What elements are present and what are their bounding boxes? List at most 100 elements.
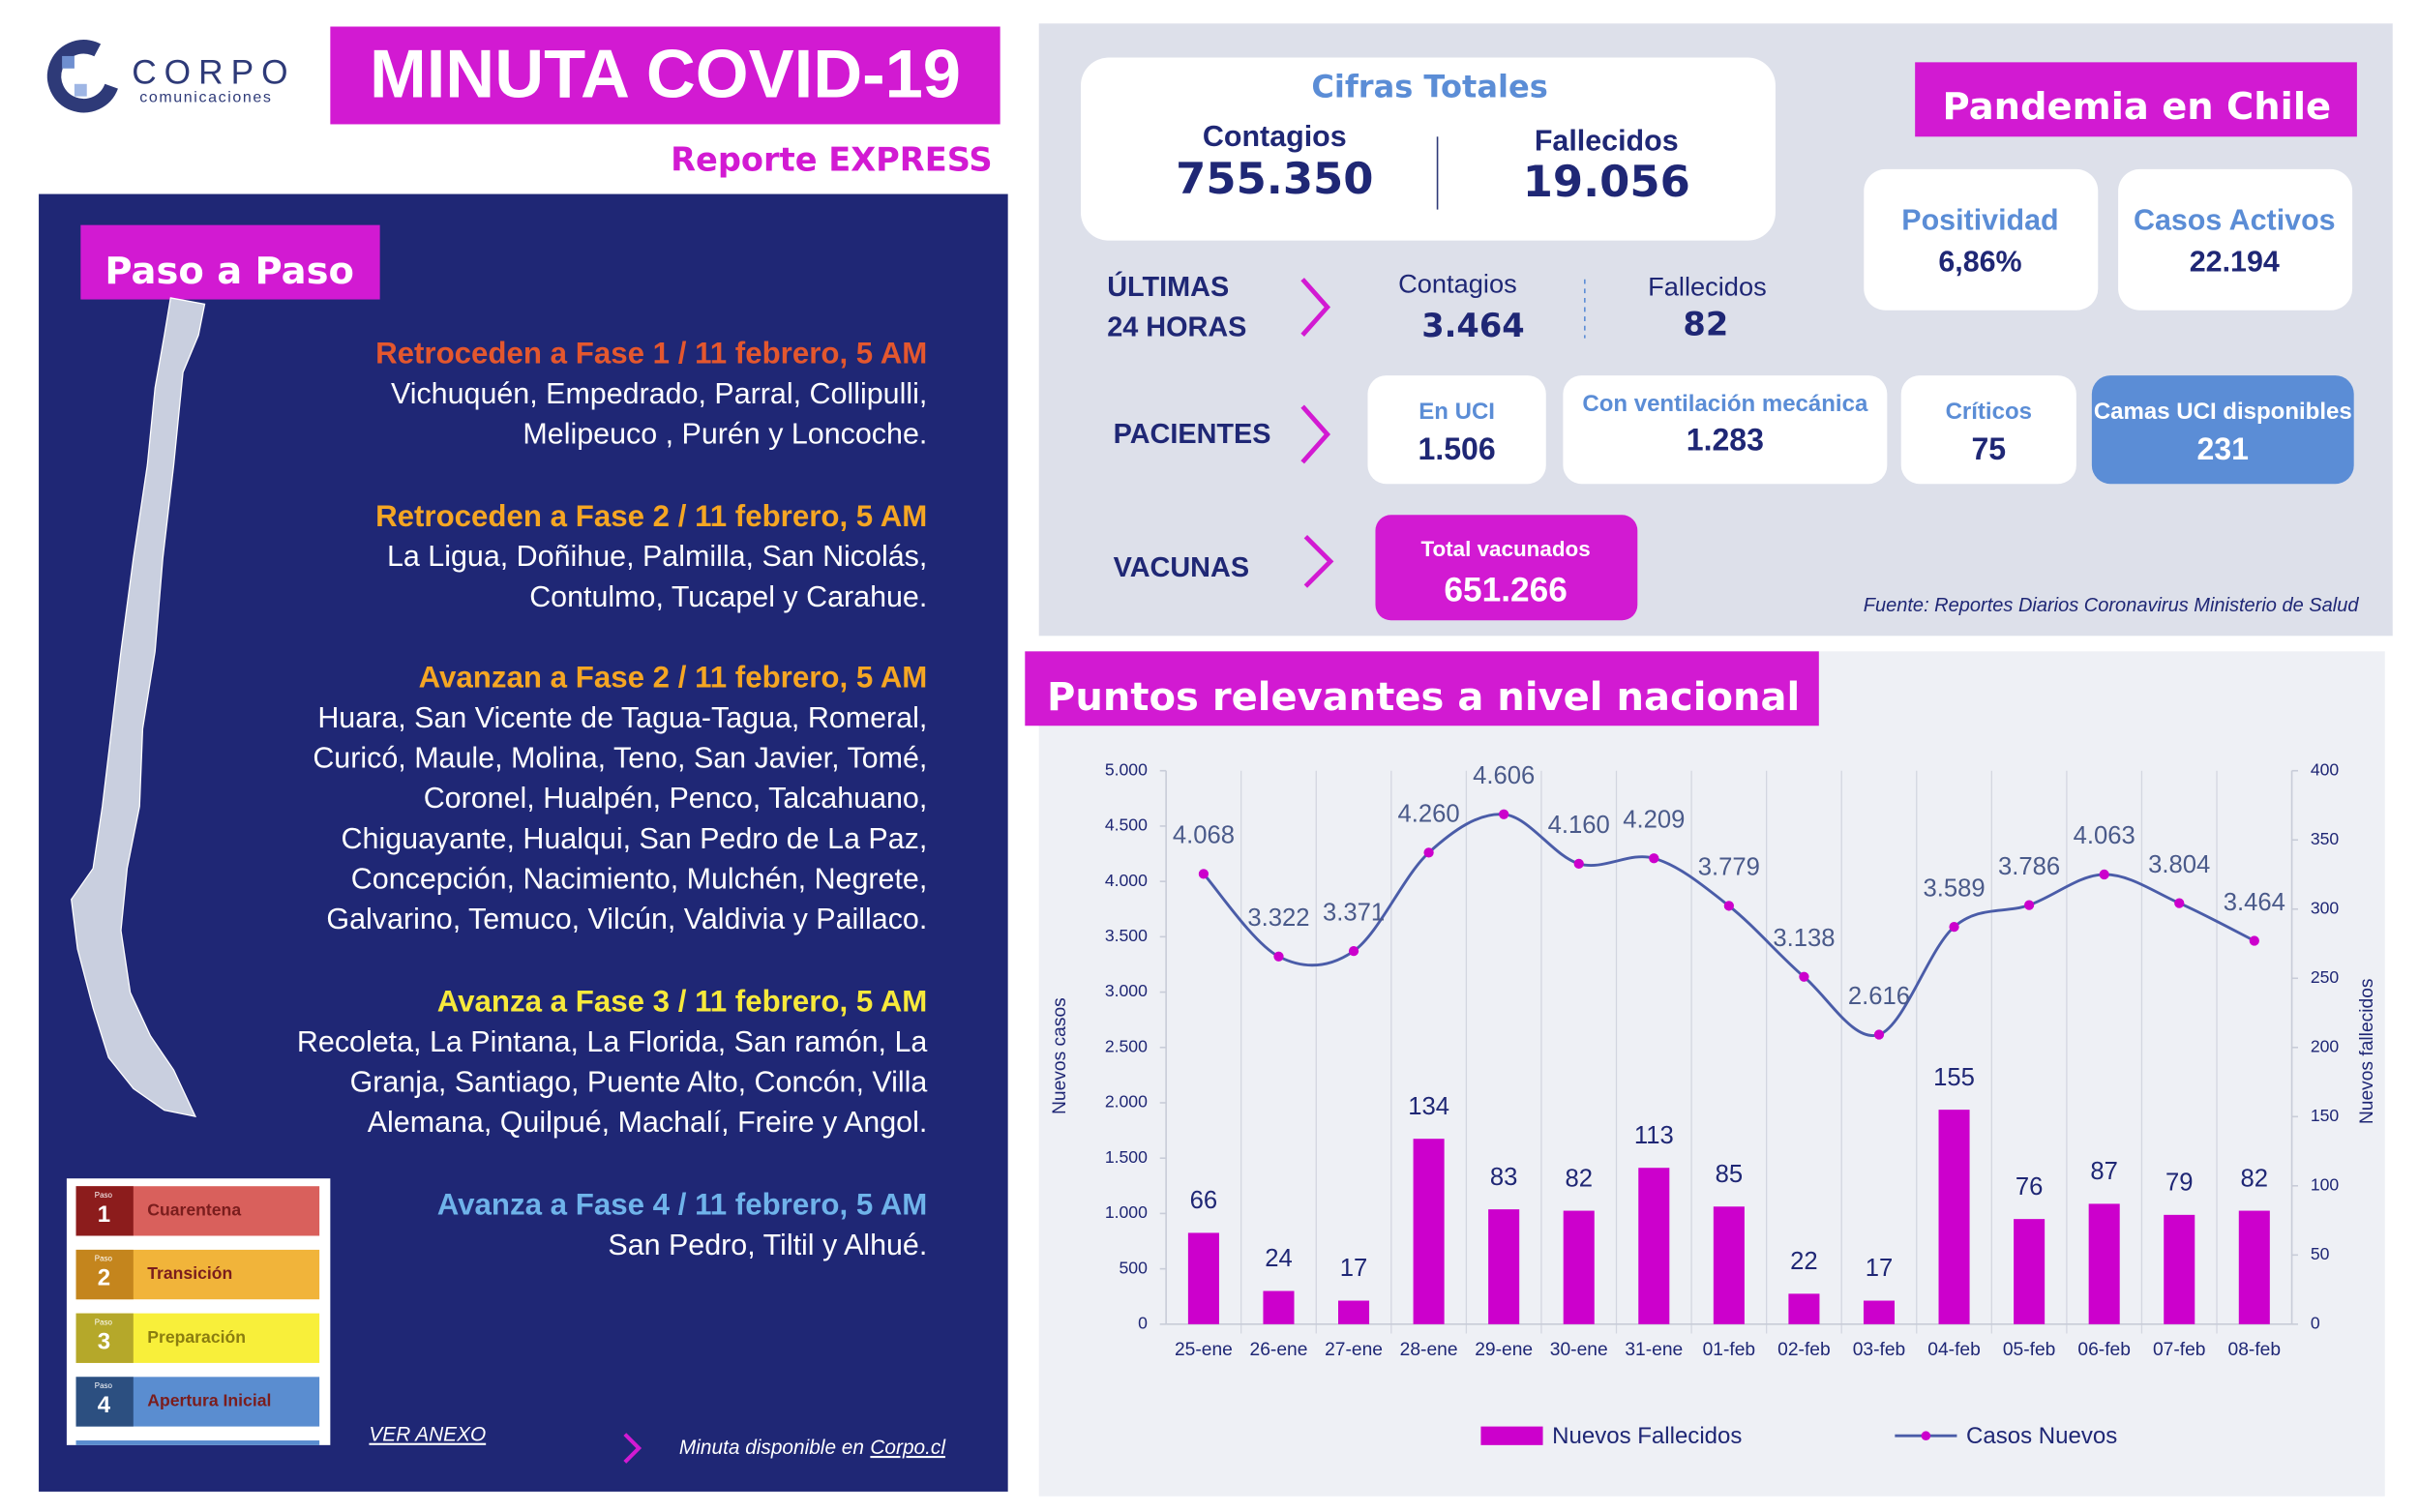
- chevron: [623, 1433, 642, 1464]
- y-tick-label: 500: [1120, 1258, 1149, 1277]
- section-line: Chiguayante, Hualqui, San Pedro de La Pa…: [342, 822, 928, 855]
- line-label: 3.804: [2148, 851, 2210, 878]
- section-heading: Avanza a Fase 3 / 11 febrero, 5 AM: [437, 984, 928, 1018]
- phase-number: 1: [98, 1201, 110, 1228]
- title-box: [330, 26, 1000, 125]
- totals-card: [1080, 57, 1776, 241]
- phase-number-box: [75, 1249, 134, 1300]
- phase-row-cut: [75, 1440, 320, 1445]
- logo-tagline: comunicaciones: [139, 88, 272, 105]
- section-heading: Retroceden a Fase 2 / 11 febrero, 5 AM: [375, 499, 927, 533]
- logo-block: [62, 55, 75, 69]
- bar: [1713, 1206, 1745, 1324]
- last24-deaths-value: 82: [1683, 305, 1728, 342]
- phase-step-word: Paso: [95, 1318, 113, 1326]
- bar: [1413, 1139, 1445, 1324]
- section-line: Granja, Santiago, Puente Alto, Concón, V…: [350, 1065, 928, 1098]
- x-tick-label: 08-feb: [2228, 1340, 2282, 1360]
- line-point: [1423, 847, 1434, 858]
- last24-cases-label: Contagios: [1398, 268, 1517, 298]
- line-label: 4.160: [1548, 812, 1610, 839]
- bar-label: 134: [1408, 1093, 1449, 1120]
- line-label: 3.464: [2224, 889, 2285, 916]
- last24-label: ÚLTIMAS: [1107, 270, 1229, 303]
- line-label: 3.779: [1698, 854, 1760, 881]
- y-tick-label: 3.000: [1105, 981, 1148, 1000]
- bar: [1488, 1209, 1520, 1324]
- availability-link[interactable]: Corpo.cl: [870, 1437, 946, 1459]
- phase-number: 2: [98, 1265, 110, 1291]
- phase-label: Apertura Inicial: [147, 1391, 271, 1410]
- chile-map: [71, 297, 206, 1117]
- patient-card: [2091, 375, 2354, 485]
- y2-tick-label: 50: [2311, 1244, 2330, 1263]
- line-point: [1573, 858, 1584, 869]
- vaccines-label: VACUNAS: [1114, 552, 1249, 583]
- section-line: Melipeuco , Purén y Loncoche.: [523, 418, 927, 451]
- patient-value: 75: [1971, 431, 2006, 466]
- annex-link[interactable]: VER ANEXO: [369, 1424, 486, 1446]
- y2-tick-label: 300: [2311, 898, 2340, 917]
- source: Fuente: Reportes Diarios Coronavirus Min…: [1864, 595, 2360, 616]
- bar: [1563, 1210, 1595, 1324]
- section-line: Concepción, Nacimiento, Mulchén, Negrete…: [351, 863, 928, 896]
- bar: [2088, 1203, 2120, 1324]
- chevron: [1300, 404, 1331, 464]
- vaccine-item-value: 651.266: [1444, 572, 1567, 609]
- patients-label: PACIENTES: [1114, 419, 1271, 450]
- section-line: Coronel, Hualpén, Penco, Talcahuano,: [424, 782, 928, 815]
- x-tick-label: 05-feb: [2003, 1340, 2056, 1360]
- legend-swatch-point: [1921, 1431, 1931, 1441]
- section-line: Huara, San Vicente de Tagua-Tagua, Romer…: [317, 701, 927, 734]
- y2-tick-label: 250: [2311, 967, 2340, 987]
- phase-label: Cuarentena: [147, 1201, 241, 1220]
- bar-label: 155: [1933, 1064, 1975, 1091]
- line-point: [1499, 809, 1509, 819]
- section-heading: Avanzan a Fase 2 / 11 febrero, 5 AM: [419, 660, 928, 694]
- bar-label: 82: [2241, 1165, 2269, 1192]
- section-line: San Pedro, Tiltil y Alhué.: [608, 1229, 927, 1261]
- line-label: 3.589: [1923, 875, 1985, 902]
- line-label: 3.138: [1773, 925, 1835, 952]
- pandemic-title-box: [1915, 62, 2357, 137]
- patient-label: Con ventilación mecánica: [1582, 391, 1868, 417]
- last24-cases-value: 3.464: [1421, 307, 1524, 344]
- line-point: [1873, 1029, 1885, 1040]
- bar: [2238, 1210, 2270, 1324]
- legend-swatch: [1480, 1426, 1543, 1445]
- line-point: [1273, 951, 1284, 962]
- y-axis-label: Nuevos casos: [1050, 997, 1070, 1114]
- bar: [2014, 1219, 2046, 1324]
- patient-label: Camas UCI disponibles: [2094, 399, 2352, 425]
- x-tick-label: 04-feb: [1927, 1340, 1981, 1360]
- patient-card: [1367, 375, 1546, 485]
- totals-deaths-value: 19.056: [1523, 156, 1690, 207]
- y-tick-label: 2.500: [1105, 1036, 1148, 1055]
- bar-label: 24: [1265, 1245, 1293, 1272]
- vaccine-item-label: Total vacunados: [1420, 537, 1590, 561]
- y-tick-label: 1.000: [1105, 1202, 1148, 1222]
- phase-number-box: [75, 1186, 134, 1236]
- active-label: Casos Activos: [2134, 203, 2336, 236]
- bar: [2164, 1214, 2195, 1324]
- line-label: 3.322: [1247, 904, 1309, 932]
- x-tick-label: 30-ene: [1550, 1340, 1608, 1360]
- legend-label: Casos Nuevos: [1966, 1423, 2117, 1449]
- x-tick-label: 27-ene: [1325, 1340, 1383, 1360]
- line-label: 4.606: [1473, 762, 1535, 789]
- y2-tick-label: 350: [2311, 829, 2340, 848]
- last24-deaths-label: Fallecidos: [1648, 272, 1767, 302]
- vaccine-card: [1375, 515, 1638, 621]
- patient-value: 1.283: [1687, 422, 1764, 457]
- phase-step-word: Paso: [95, 1255, 113, 1263]
- bar-label: 22: [1790, 1248, 1818, 1275]
- availability-text: Minuta disponible en: [679, 1437, 864, 1459]
- line-label: 4.209: [1623, 807, 1685, 834]
- line-point: [2249, 935, 2259, 946]
- paso-title: Paso a Paso: [105, 250, 354, 293]
- line-point: [1799, 971, 1809, 982]
- section-line: Galvarino, Temuco, Vilcún, Valdivia y Pa…: [326, 903, 927, 935]
- section-line: Curicó, Maule, Molina, Teno, San Javier,…: [313, 742, 927, 775]
- section-line: Alemana, Quilpué, Machalí, Freire y Ango…: [368, 1106, 928, 1139]
